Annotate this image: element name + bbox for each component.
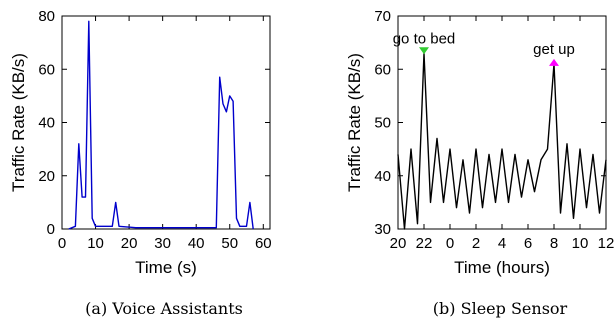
- x-tick-label: 2: [472, 235, 480, 252]
- plot-frame: [61, 15, 271, 230]
- x-tick-label: 4: [498, 235, 506, 252]
- chart-panel-1: 20 22 0 2 4 6 8 10 12 30 40 50 60 70 Time (hours) Traff…: [345, 8, 614, 318]
- x-tick-label: 12: [598, 235, 615, 252]
- x-tick-label: 50: [221, 235, 238, 252]
- annotation-label: go to bed: [393, 30, 456, 47]
- x-tick-label: 30: [154, 235, 171, 252]
- y-tick-label: 60: [38, 61, 55, 78]
- x-tick-label: 6: [524, 235, 532, 252]
- x-tick-label: 0: [58, 235, 66, 252]
- y-tick-label: 40: [374, 168, 391, 185]
- y-tick-label: 70: [374, 8, 391, 25]
- x-tick-label: 20: [121, 235, 138, 252]
- panel-caption: (a) Voice Assistants: [85, 299, 243, 318]
- y-tick-label: 40: [38, 115, 55, 132]
- x-axis-label: Time (hours): [454, 258, 550, 277]
- x-tick-label: 22: [416, 235, 433, 252]
- x-tick-label: 20: [390, 235, 407, 252]
- x-tick-label: 60: [255, 235, 272, 252]
- y-tick-label: 80: [38, 8, 55, 25]
- y-tick-label: 20: [38, 168, 55, 185]
- x-tick-label: 8: [550, 235, 558, 252]
- bed-marker-icon: [419, 47, 429, 55]
- series-line-0: [68, 20, 254, 230]
- chart-panel-0: 0 10 20 30 40 50 60 0 20 40 60 80 Time (s) Traffic Ra…: [9, 8, 272, 318]
- y-axis-label: Traffic Rate (KB/s): [345, 53, 364, 192]
- y-tick-label: 50: [374, 115, 391, 132]
- wake-marker-icon: [549, 58, 559, 66]
- y-axis-label: Traffic Rate (KB/s): [9, 53, 28, 192]
- panel-caption: (b) Sleep Sensor: [433, 299, 568, 318]
- x-tick-label: 40: [188, 235, 205, 252]
- series-line-0: [397, 52, 607, 230]
- y-tick-label: 30: [374, 221, 391, 238]
- y-tick-label: 0: [47, 221, 55, 238]
- x-tick-label: 10: [572, 235, 589, 252]
- x-tick-label: 0: [446, 235, 454, 252]
- annotation-label: get up: [533, 41, 575, 58]
- y-tick-label: 60: [374, 61, 391, 78]
- x-tick-label: 10: [87, 235, 104, 252]
- x-axis-label: Time (s): [135, 258, 197, 277]
